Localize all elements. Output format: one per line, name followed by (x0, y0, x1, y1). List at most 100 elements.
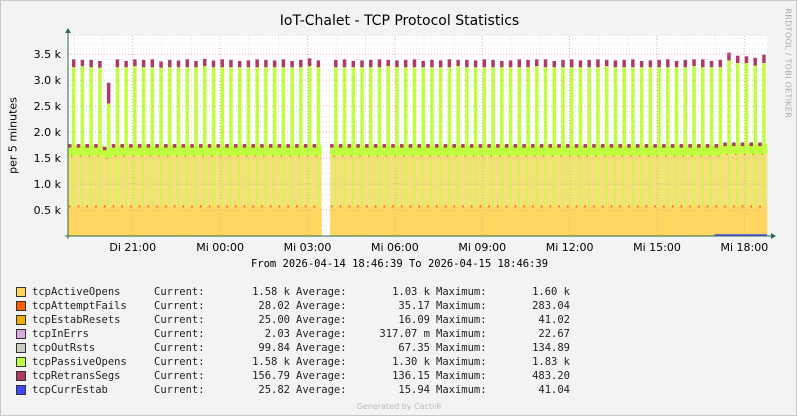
legend-series-name: tcpPassiveOpens (32, 356, 127, 368)
passive-opens-area (330, 145, 340, 156)
passive-opens-stripe (736, 153, 739, 207)
retrans-segs-mark (548, 144, 553, 148)
passive-opens-area (697, 145, 707, 156)
attempt-fails-mark (226, 205, 228, 208)
passive-opens-bar (718, 67, 723, 146)
attempt-fails-mark (105, 157, 108, 160)
legend-swatch (16, 371, 26, 381)
retrans-segs-mark (417, 144, 421, 148)
passive-opens-stripe (675, 155, 677, 207)
attempt-fails-mark (741, 205, 744, 208)
passive-opens-area (111, 145, 121, 156)
passive-opens-bar (465, 67, 469, 146)
attempt-fails-mark (401, 205, 403, 208)
retrans-segs-bar (438, 60, 443, 68)
retrans-segs-bar (465, 59, 469, 68)
retrans-segs-mark (164, 144, 168, 148)
passive-opens-area (181, 145, 191, 156)
legend-current-value: 1.58 k (252, 356, 290, 368)
active-opens-area (181, 206, 191, 236)
x-tick-label: Mi 12:00 (546, 241, 594, 251)
passive-opens-bar (202, 66, 207, 146)
active-opens-area (592, 206, 602, 236)
passive-opens-area (679, 145, 689, 156)
passive-opens-area (723, 143, 733, 154)
active-opens-area (207, 206, 217, 236)
x-axis-arrow (771, 233, 776, 239)
passive-opens-stripe (308, 155, 310, 207)
attempt-fails-mark (383, 205, 386, 208)
legend-maximum-label: Maximum: (436, 314, 487, 326)
passive-opens-bar (299, 67, 303, 146)
active-opens-area (496, 155, 506, 207)
legend-item: tcpActiveOpens Current: 1.58 k Average: 1.03… (16, 285, 576, 299)
active-opens-area (251, 206, 261, 236)
active-opens-area (574, 206, 584, 236)
active-opens-area (714, 206, 724, 236)
legend-maximum-label: Maximum: (436, 328, 487, 340)
passive-opens-area (94, 145, 104, 156)
active-opens-area (531, 206, 541, 236)
legend-average-value: 136.15 (392, 370, 430, 382)
active-opens-area (426, 206, 436, 236)
legend-average-value: 67.35 (398, 342, 430, 354)
active-opens-area (609, 206, 619, 236)
legend-average-value: 35.17 (398, 300, 430, 312)
passive-opens-bar (264, 67, 268, 146)
retrans-segs-mark (513, 144, 518, 148)
retrans-segs-bar (753, 57, 757, 66)
attempt-fails-mark (191, 205, 193, 208)
passive-opens-area (522, 145, 532, 156)
retrans-segs-bar (500, 60, 504, 68)
retrans-segs-mark (286, 144, 290, 148)
active-opens-area (548, 206, 558, 236)
y-tick-label: 0.5 k (34, 204, 62, 217)
passive-opens-stripe (291, 155, 293, 207)
active-opens-area (234, 206, 244, 236)
legend-item: tcpCurrEstab Current: 25.82 Average: 15.94 Ma… (16, 383, 576, 397)
active-opens-area (199, 206, 209, 236)
passive-opens-area (513, 145, 523, 156)
active-opens-area (548, 155, 558, 207)
retrans-segs-bar (290, 60, 294, 68)
legend-average-value: 1.30 k (392, 356, 430, 368)
active-opens-area (277, 155, 287, 207)
active-opens-area (426, 155, 436, 207)
active-opens-area (653, 155, 663, 207)
legend-item: tcpPassiveOpens Current: 1.58 k Average: 1.3… (16, 355, 576, 369)
retrans-segs-bar (735, 55, 740, 64)
passive-opens-stripe (133, 155, 136, 207)
passive-opens-area (68, 145, 78, 156)
passive-opens-stripe (448, 155, 450, 207)
legend-item: tcpAttemptFails Current: 28.02 Average: 35.1… (16, 299, 576, 313)
legend-current-value: 156.79 (252, 370, 290, 382)
retrans-segs-mark (216, 144, 221, 148)
active-opens-area (312, 155, 322, 207)
attempt-fails-mark (654, 205, 656, 208)
attempt-fails-mark (601, 205, 604, 208)
active-opens-area (723, 153, 733, 207)
attempt-fails-mark (514, 205, 517, 208)
legend-maximum-label: Maximum: (436, 384, 487, 396)
passive-opens-bar (596, 67, 600, 146)
legend-series-name: tcpEstabResets (32, 314, 121, 326)
passive-opens-area (137, 145, 147, 156)
retrans-segs-bar (473, 60, 478, 68)
passive-opens-area (531, 145, 541, 156)
retrans-segs-bar (342, 59, 347, 68)
active-opens-area (251, 155, 261, 207)
passive-opens-area (583, 145, 593, 156)
active-opens-area (181, 155, 191, 207)
active-opens-area (714, 155, 724, 207)
passive-opens-area (85, 145, 95, 156)
retrans-segs-bar (482, 59, 487, 68)
passive-opens-bar (307, 66, 312, 146)
retrans-segs-bar (150, 59, 155, 68)
passive-opens-bar (666, 67, 670, 146)
retrans-segs-mark (338, 144, 343, 148)
attempt-fails-mark (243, 205, 246, 208)
legend-maximum-value: 483.20 (532, 370, 570, 382)
retrans-segs-bar (299, 59, 303, 68)
passive-opens-stripe (701, 155, 704, 207)
